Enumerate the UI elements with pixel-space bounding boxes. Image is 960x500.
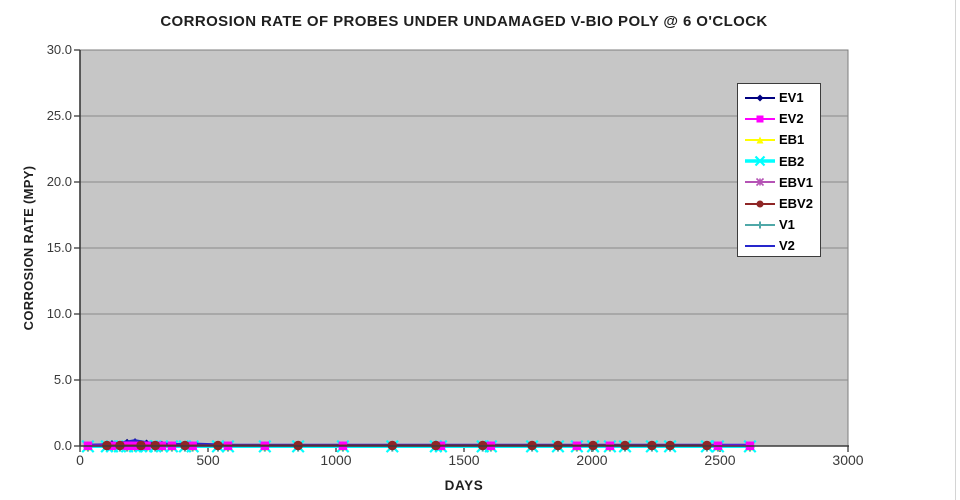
x-tick-label: 2500	[704, 452, 736, 468]
legend-item-EV2[interactable]: EV2	[744, 108, 820, 129]
legend-key-V1	[745, 221, 775, 229]
chart-title: CORROSION RATE OF PROBES UNDER UNDAMAGED…	[160, 13, 768, 30]
y-tick-label: 30.0	[46, 42, 72, 57]
legend-key-EB1	[745, 136, 775, 144]
y-tick-label: 25.0	[46, 108, 72, 123]
legend-label-EB2: EB2	[779, 153, 805, 169]
legend-key-EBV1	[745, 178, 775, 187]
x-tick-label: 2000	[576, 452, 608, 468]
legend-item-EBV2[interactable]: EBV2	[744, 193, 820, 214]
legend-item-EB1[interactable]: EB1	[744, 129, 820, 150]
legend-key-EB2	[745, 155, 775, 167]
legend-label-EB1: EB1	[779, 132, 805, 148]
legend-label-EV2: EV2	[779, 111, 804, 127]
legend-key-EBV2	[745, 200, 775, 208]
legend-label-V2: V2	[779, 238, 795, 254]
y-tick-label: 0.0	[53, 438, 72, 453]
y-tick-label: 15.0	[46, 240, 72, 255]
axes	[79, 50, 849, 447]
axis-tick-marks	[74, 49, 849, 452]
x-tick-label: 3000	[832, 452, 864, 468]
legend-key-EV2	[745, 115, 775, 123]
legend-item-EV1[interactable]: EV1	[744, 87, 820, 108]
x-tick-label: 1500	[448, 452, 480, 468]
legend-label-V1: V1	[779, 217, 795, 233]
legend-item-EBV1[interactable]: EBV1	[744, 172, 820, 193]
legend-key-V2	[745, 244, 775, 247]
x-tick-label: 0	[76, 452, 84, 468]
legend-item-V2[interactable]: V2	[744, 235, 820, 256]
legend-label-EBV2: EBV2	[779, 196, 813, 212]
gridlines	[80, 115, 848, 381]
legend[interactable]: EV1 EV2 EB1 EB2 EBV1 EBV2 V1 V2	[737, 83, 821, 257]
x-tick-label: 500	[196, 452, 220, 468]
legend-item-V1[interactable]: V1	[744, 214, 820, 235]
chart-right-border	[955, 0, 956, 500]
legend-label-EBV1: EBV1	[779, 174, 813, 190]
y-axis-title: CORROSION RATE (MPY)	[21, 165, 36, 331]
y-tick-label: 5.0	[53, 372, 72, 387]
x-axis-title: DAYS	[444, 478, 484, 493]
x-tick-label: 1000	[320, 452, 352, 468]
legend-label-EV1: EV1	[779, 90, 804, 106]
legend-item-EB2[interactable]: EB2	[744, 151, 820, 172]
y-tick-label: 20.0	[46, 174, 72, 189]
legend-key-EV1	[745, 94, 775, 102]
y-tick-label: 10.0	[46, 306, 72, 321]
